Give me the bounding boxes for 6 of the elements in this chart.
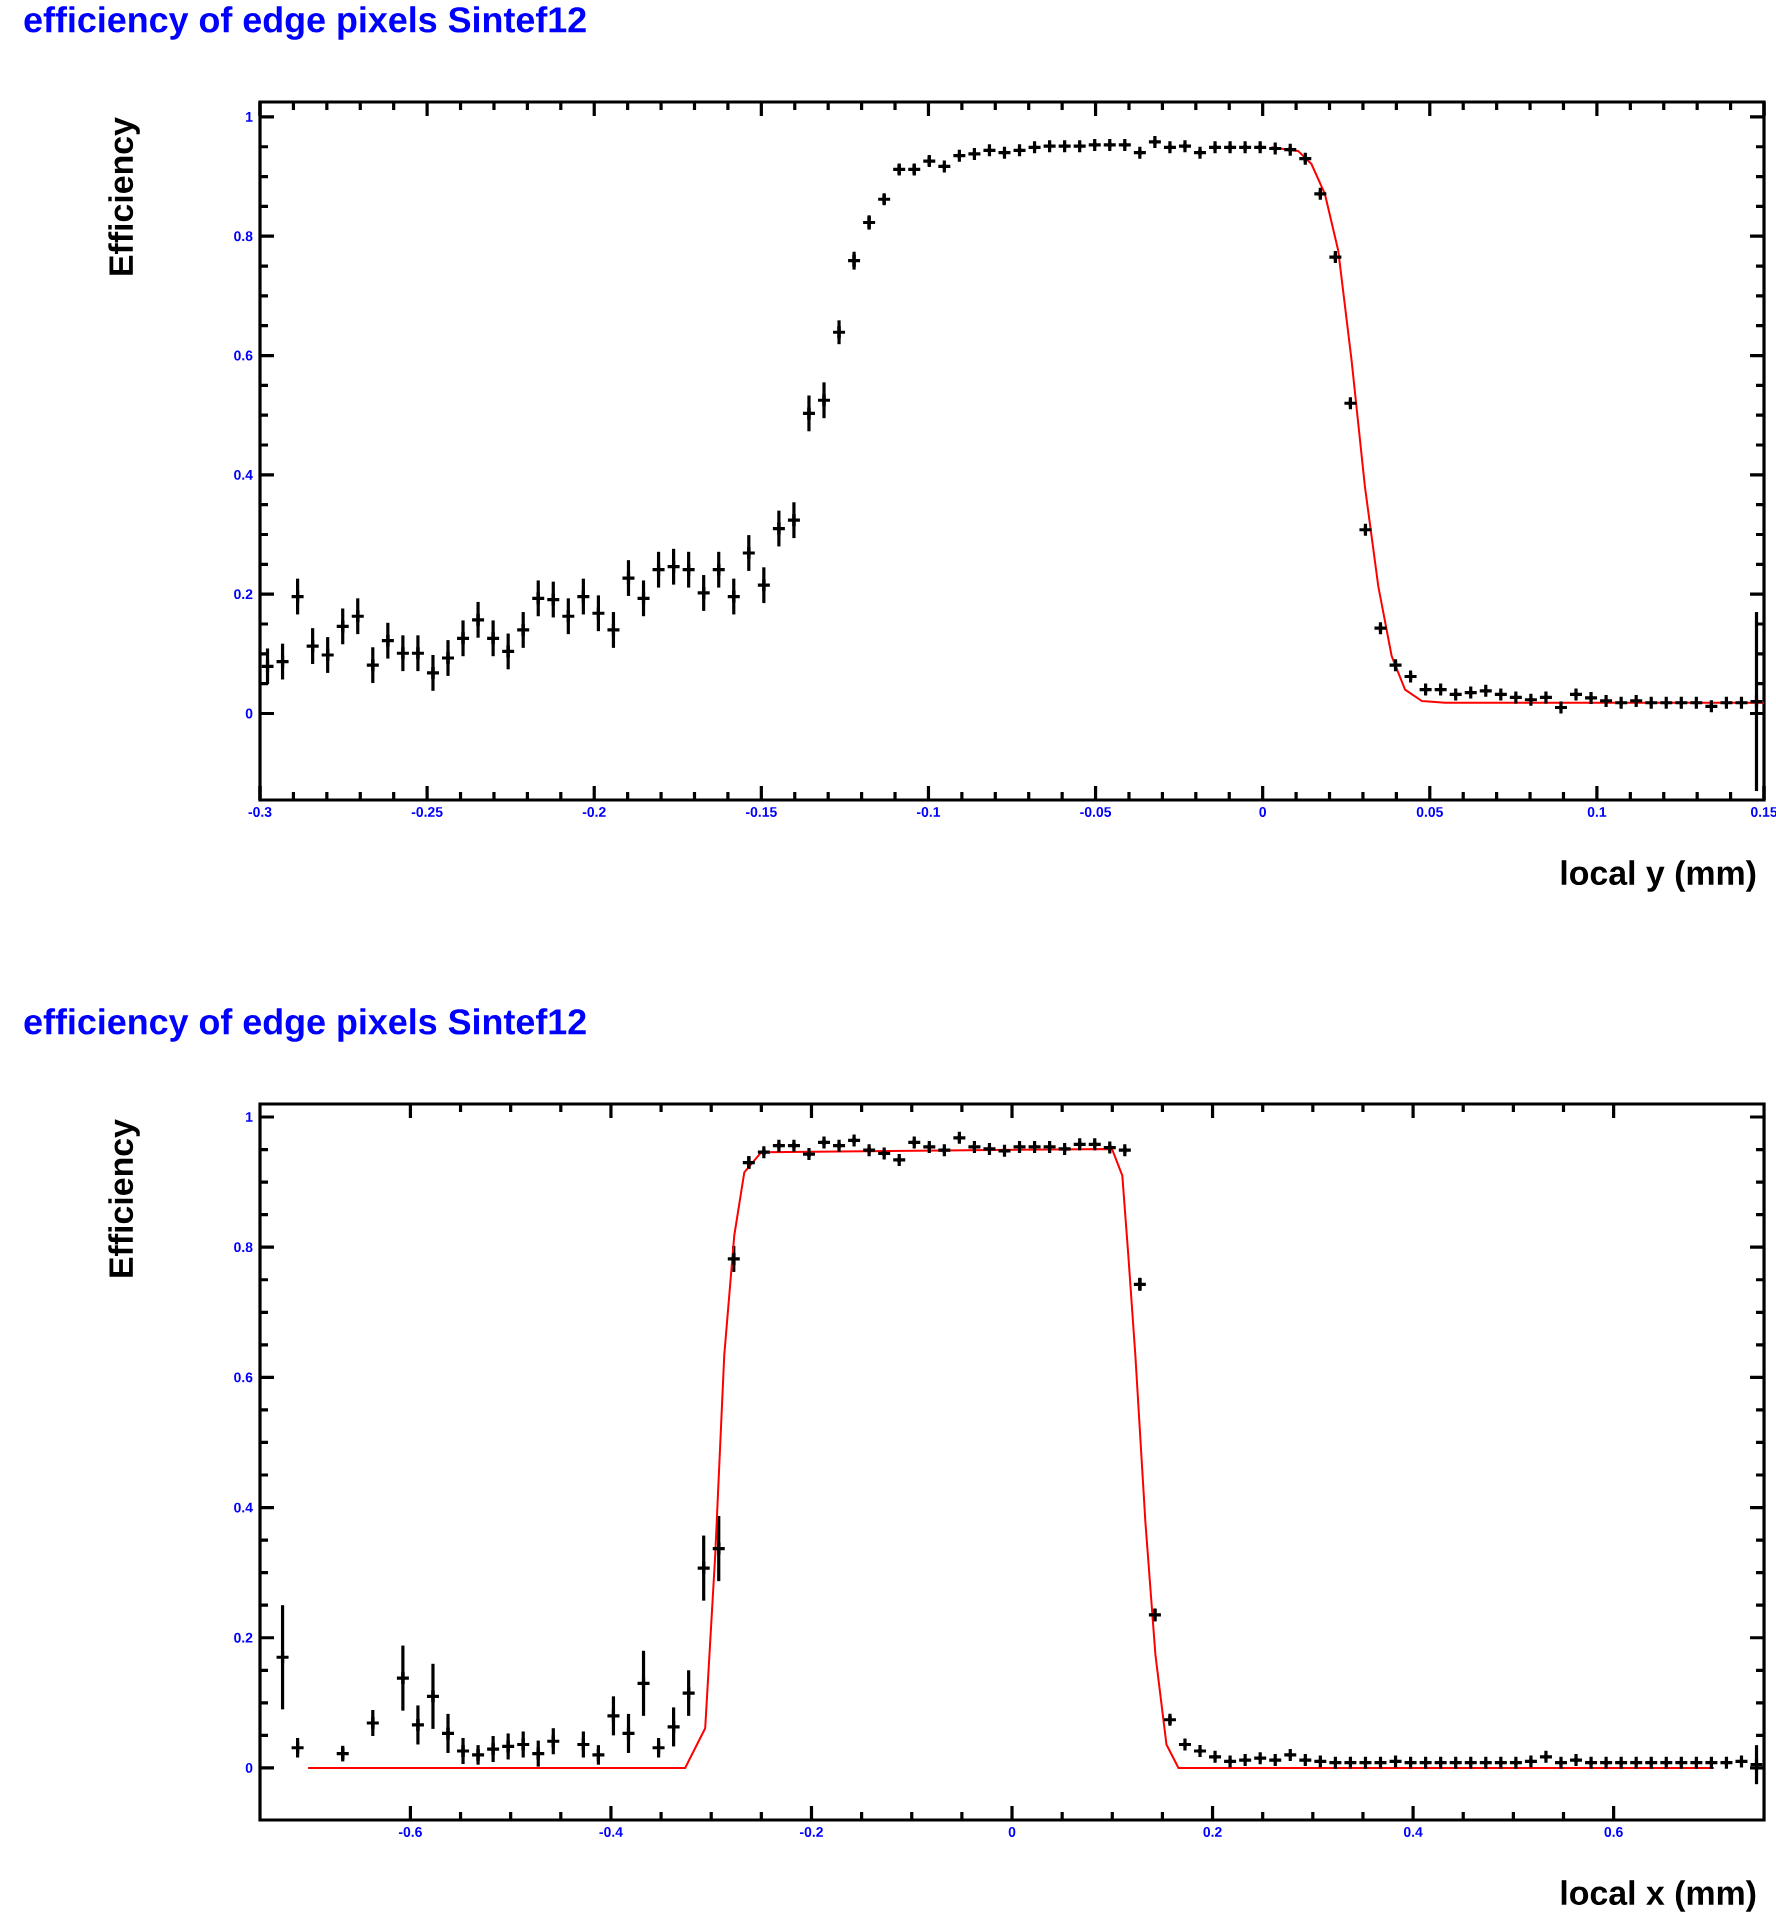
- chart-title: efficiency of edge pixels Sintef12: [24, 6, 586, 40]
- y-axis-title: Efficiency: [108, 1119, 140, 1277]
- x-axis-title: local x (mm): [1561, 1880, 1756, 1912]
- y-axis-title: Efficiency: [108, 117, 140, 275]
- x-axis-title: local y (mm): [1561, 860, 1756, 892]
- chart-title: efficiency of edge pixels Sintef12: [24, 1008, 586, 1042]
